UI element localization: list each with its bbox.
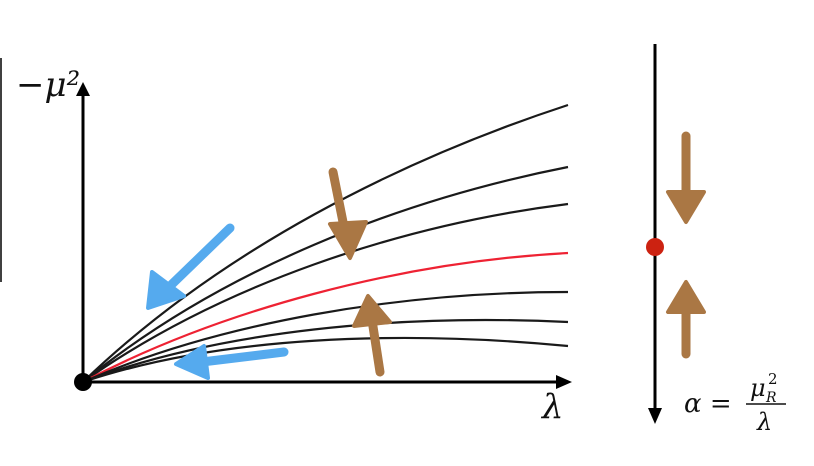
alpha-brown-arrow-up <box>666 280 706 359</box>
brown-flow-arrow-down <box>328 167 368 260</box>
origin-dot <box>74 373 92 391</box>
alpha-formula-lhs: α = <box>684 389 732 419</box>
alpha-axis-arrowhead <box>648 408 662 424</box>
y-axis-arrowhead <box>76 82 90 96</box>
flow-curve-1 <box>82 103 569 383</box>
flow-curve-7 <box>82 336 569 384</box>
flow-curve-6 <box>82 318 569 384</box>
alpha-brown-arrow-down <box>666 131 706 224</box>
fixed-point-dot <box>646 238 664 256</box>
alpha-formula-numerator-sup: 2 <box>768 370 778 388</box>
blue-flow-arrow-upper <box>146 223 235 310</box>
alpha-formula-denominator: λ <box>756 408 772 436</box>
brown-flow-arrow-up <box>352 294 392 377</box>
blue-flow-arrow-lower <box>174 344 289 380</box>
y-axis-label: −μ² <box>16 65 80 105</box>
x-axis-label: λ <box>540 387 564 427</box>
alpha-formula-numerator-sub: R <box>765 390 777 406</box>
x-axis-arrowhead <box>556 375 572 389</box>
flow-curve-2 <box>82 165 569 383</box>
flow-curve-5 <box>82 290 569 384</box>
critical-curve <box>82 251 569 383</box>
flow-curve-3 <box>82 202 569 383</box>
alpha-formula-numerator: μ <box>750 374 766 402</box>
